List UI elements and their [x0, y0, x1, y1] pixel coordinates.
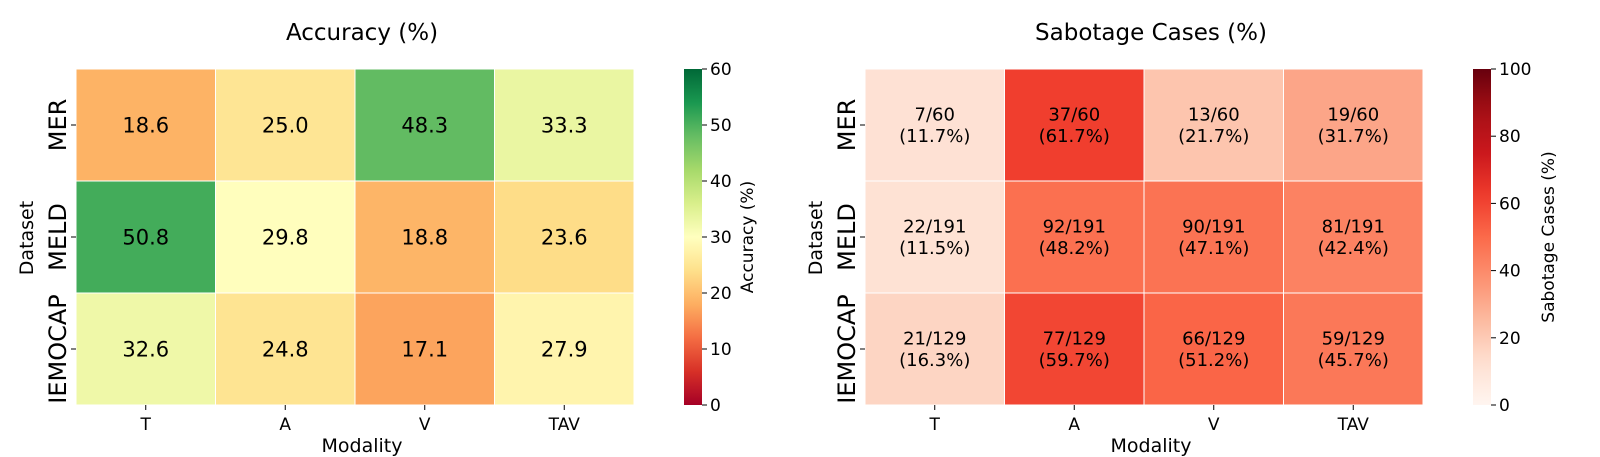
accuracy-x-tick-label: V [419, 415, 431, 435]
sabotage-x-tick-label: TAV [1337, 415, 1370, 435]
accuracy-cell-label: 32.6 [122, 337, 169, 361]
accuracy-cell-label: 23.6 [541, 225, 588, 249]
sabotage-colorbar-tick-label: 80 [1499, 127, 1521, 147]
accuracy-cell [75, 68, 216, 182]
accuracy-colorbar-gradient [684, 69, 702, 405]
accuracy-cell-label: 17.1 [401, 337, 448, 361]
sabotage-y-ticks: MER MELD IEMOCAP [833, 99, 865, 404]
sabotage-cell-label: 7/60 (11.7%) [899, 105, 970, 148]
sabotage-colorbar-label: Sabotage Cases (%) [1539, 151, 1559, 322]
accuracy-colorbar-tick-label: 30 [710, 228, 732, 248]
sabotage-colorbar-tick-label: 60 [1499, 194, 1521, 214]
sabotage-x-axis-label: Modality [1111, 435, 1192, 457]
sabotage-cell [1283, 180, 1424, 294]
accuracy-cell-label: 48.3 [401, 113, 448, 137]
accuracy-cell-label: 25.0 [262, 113, 309, 137]
accuracy-cell-label: 33.3 [541, 113, 588, 137]
accuracy-cell [494, 68, 635, 182]
accuracy-colorbar-label: Accuracy (%) [738, 181, 758, 293]
accuracy-cell [215, 68, 356, 182]
accuracy-heatmap-panel: Accuracy (%) 18.6 25.0 48.3 33.350.8 29.8 18.… [16, 20, 758, 457]
accuracy-x-axis-label: Modality [322, 435, 403, 457]
sabotage-cell [1283, 292, 1424, 406]
sabotage-cell [864, 292, 1005, 406]
sabotage-colorbar-tick-label: 20 [1499, 329, 1521, 349]
accuracy-cell [354, 68, 495, 182]
sabotage-chart-title: Sabotage Cases (%) [1035, 20, 1267, 46]
sabotage-cell-label: 92/191 (48.2%) [1039, 217, 1110, 260]
accuracy-x-ticks: T A V TAV [140, 405, 581, 435]
accuracy-cell-label: 29.8 [262, 225, 309, 249]
sabotage-colorbar-tick-label: 40 [1499, 262, 1521, 282]
sabotage-colorbar: 0 20 40 60 80 100 Sabotage Cases (%) [1473, 60, 1559, 416]
sabotage-heatmap-panel: Sabotage Cases (%) 7/60 (11.7%) 37/60 (61.7… [805, 20, 1559, 457]
sabotage-x-tick-label: T [929, 415, 941, 435]
sabotage-cell [1143, 68, 1284, 182]
sabotage-x-ticks: T A V TAV [929, 405, 1370, 435]
accuracy-cell [215, 292, 356, 406]
sabotage-cell-label: 59/129 (45.7%) [1318, 329, 1389, 372]
accuracy-colorbar-tick-label: 20 [710, 284, 732, 304]
sabotage-cell-label: 81/191 (42.4%) [1318, 217, 1389, 260]
sabotage-cell [1143, 292, 1284, 406]
accuracy-cell [75, 180, 216, 294]
accuracy-cell-label: 24.8 [262, 337, 309, 361]
accuracy-colorbar-tick-label: 50 [710, 116, 732, 136]
sabotage-y-tick-label: MER [833, 99, 861, 152]
accuracy-x-tick-label: A [279, 415, 291, 435]
accuracy-colorbar: 0 10 20 30 40 50 60 Accuracy (%) [684, 60, 758, 416]
sabotage-cell [1283, 68, 1424, 182]
accuracy-y-tick-label: IEMOCAP [44, 294, 72, 404]
accuracy-cell-label: 50.8 [122, 225, 169, 249]
sabotage-y-tick-label: IEMOCAP [833, 294, 861, 404]
accuracy-cell [494, 292, 635, 406]
sabotage-cell-label: 21/129 (16.3%) [899, 329, 970, 372]
sabotage-cell [1143, 180, 1284, 294]
accuracy-cells: 18.6 25.0 48.3 33.3 50.8 29.8 18.8 23.6 32.6 24.8… [75, 68, 635, 406]
accuracy-x-tick-label: TAV [548, 415, 581, 435]
sabotage-cell-label: 90/191 (47.1%) [1178, 217, 1249, 260]
accuracy-y-tick-label: MELD [44, 203, 72, 271]
sabotage-colorbar-tick-label: 100 [1499, 60, 1531, 80]
sabotage-cell [1004, 180, 1145, 294]
sabotage-colorbar-ticks: 0 20 40 60 80 100 [1491, 60, 1531, 416]
sabotage-cell-label: 19/60 (31.7%) [1318, 105, 1389, 148]
sabotage-cell [864, 180, 1005, 294]
accuracy-cell-label: 27.9 [541, 337, 588, 361]
sabotage-colorbar-gradient [1473, 69, 1491, 405]
sabotage-cell-label: 66/129 (51.2%) [1178, 329, 1249, 372]
accuracy-colorbar-tick-label: 40 [710, 172, 732, 192]
sabotage-cell [1004, 68, 1145, 182]
sabotage-x-tick-label: V [1208, 415, 1220, 435]
sabotage-colorbar-tick-label: 0 [1499, 396, 1510, 416]
accuracy-x-tick-label: T [140, 415, 152, 435]
accuracy-cell-label: 18.6 [122, 113, 169, 137]
accuracy-cell [215, 180, 356, 294]
accuracy-colorbar-tick-label: 60 [710, 60, 732, 80]
sabotage-cell-label: 22/191 (11.5%) [899, 217, 970, 260]
sabotage-cell-label: 13/60 (21.7%) [1178, 105, 1249, 148]
sabotage-y-tick-label: MELD [833, 203, 861, 271]
accuracy-y-tick-label: MER [44, 99, 72, 152]
sabotage-y-axis-label: Dataset [805, 201, 827, 275]
accuracy-y-axis-label: Dataset [16, 201, 38, 275]
accuracy-colorbar-ticks: 0 10 20 30 40 50 60 [702, 60, 732, 416]
sabotage-x-tick-label: A [1068, 415, 1080, 435]
sabotage-cell-label: 77/129 (59.7%) [1039, 329, 1110, 372]
sabotage-cells: 7/60 (11.7%) 37/60 (61.7%) 13/60 (21.7%) 19/60… [864, 68, 1424, 406]
accuracy-y-ticks: MER MELD IEMOCAP [44, 99, 76, 404]
accuracy-colorbar-tick-label: 0 [710, 396, 721, 416]
sabotage-cell-label: 37/60 (61.7%) [1039, 105, 1110, 148]
accuracy-colorbar-tick-label: 10 [710, 340, 732, 360]
accuracy-cell-label: 18.8 [401, 225, 448, 249]
accuracy-chart-title: Accuracy (%) [286, 20, 438, 46]
accuracy-cell [494, 180, 635, 294]
